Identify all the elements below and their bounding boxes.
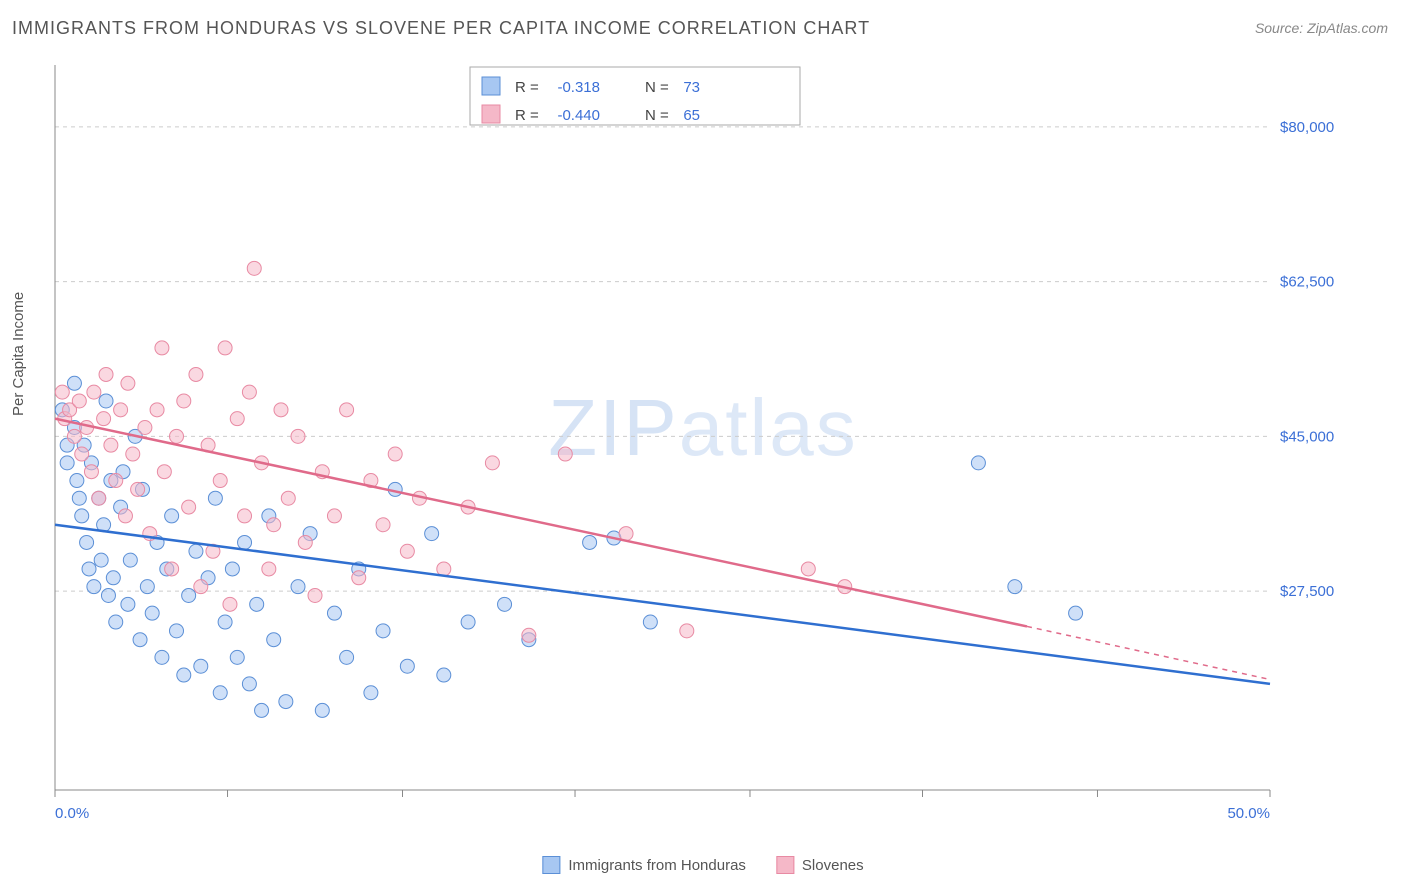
svg-text:$62,500: $62,500 <box>1280 274 1334 291</box>
svg-text:R =: R = <box>515 107 539 124</box>
legend-label-honduras: Immigrants from Honduras <box>568 857 746 874</box>
svg-text:R =: R = <box>515 79 539 96</box>
svg-text:$27,500: $27,500 <box>1280 583 1334 600</box>
svg-text:65: 65 <box>683 107 700 124</box>
svg-text:$45,000: $45,000 <box>1280 428 1334 445</box>
bottom-legend: Immigrants from Honduras Slovenes <box>542 856 863 874</box>
legend-swatch-honduras <box>542 856 560 874</box>
svg-text:N =: N = <box>645 107 669 124</box>
chart-svg: $27,500 $45,000 $62,500 $80,000 0.0% 50.0% R =… <box>50 55 1360 835</box>
legend-item-honduras: Immigrants from Honduras <box>542 856 746 874</box>
chart-title: IMMIGRANTS FROM HONDURAS VS SLOVENE PER … <box>12 18 870 39</box>
svg-text:73: 73 <box>683 79 700 96</box>
y-axis-label: Per Capita Income <box>10 292 27 416</box>
source-attribution: Source: ZipAtlas.com <box>1255 20 1388 36</box>
svg-text:N =: N = <box>645 79 669 96</box>
legend-label-slovenes: Slovenes <box>802 857 864 874</box>
svg-text:0.0%: 0.0% <box>55 805 89 822</box>
legend-item-slovenes: Slovenes <box>776 856 864 874</box>
legend-swatch-slovenes <box>776 856 794 874</box>
plot-area: $27,500 $45,000 $62,500 $80,000 0.0% 50.0% R =… <box>50 55 1360 835</box>
svg-text:-0.440: -0.440 <box>557 107 600 124</box>
svg-text:$80,000: $80,000 <box>1280 119 1334 136</box>
svg-text:50.0%: 50.0% <box>1227 805 1270 822</box>
chart-container: IMMIGRANTS FROM HONDURAS VS SLOVENE PER … <box>0 0 1406 892</box>
svg-text:-0.318: -0.318 <box>557 79 600 96</box>
